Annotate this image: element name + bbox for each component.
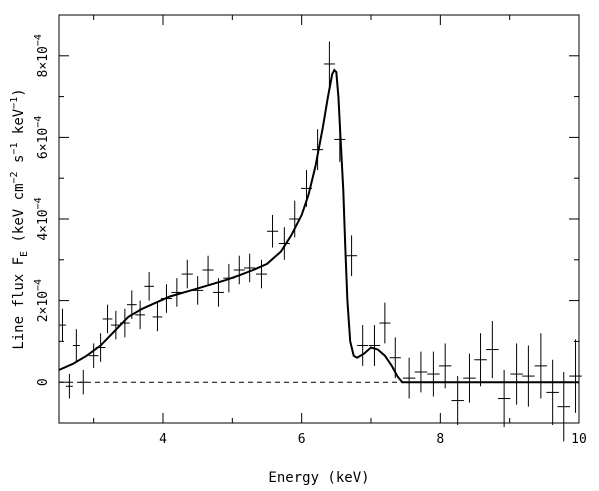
data-point — [102, 304, 113, 334]
x-tick-label: 10 — [571, 432, 587, 447]
y-tick-exponent: −4 — [33, 116, 44, 128]
data-point — [427, 351, 440, 397]
data-point — [497, 369, 511, 428]
data-point — [111, 310, 121, 340]
data-point — [334, 117, 346, 162]
data-point — [534, 333, 548, 399]
data-point — [144, 272, 154, 301]
y-tick-label: 6×10−4 — [33, 116, 51, 159]
y-axis-title-mid1: s — [11, 155, 27, 172]
data-point — [171, 278, 183, 307]
data-point — [212, 278, 225, 307]
x-tick-label: 8 — [436, 432, 444, 447]
data-point — [278, 227, 290, 260]
data-point — [202, 255, 214, 285]
data-layer — [58, 41, 582, 442]
data-point — [192, 276, 204, 305]
y-axis-title-subscript: E — [19, 251, 30, 257]
data-point — [65, 374, 73, 399]
data-point — [95, 333, 106, 362]
data-point — [346, 235, 358, 277]
data-point — [152, 302, 163, 332]
data-point — [569, 339, 582, 413]
data-point — [120, 308, 130, 338]
data-point — [522, 345, 535, 407]
data-point — [510, 343, 523, 405]
y-axis-title-exp1: −2 — [9, 171, 20, 183]
y-tick-mantissa: 8×10 — [36, 46, 51, 77]
data-point — [79, 369, 87, 395]
data-point — [135, 300, 145, 330]
data-point — [463, 353, 476, 403]
data-point — [357, 325, 369, 366]
data-point — [486, 321, 499, 379]
y-tick-exponent: −4 — [33, 279, 44, 291]
model-curve — [58, 68, 579, 384]
y-axis-title-prefix: Line flux F — [11, 257, 27, 350]
data-point — [233, 255, 245, 285]
y-tick-label: 8×10−4 — [33, 34, 51, 77]
y-tick-mantissa: 0 — [36, 378, 51, 386]
y-tick-mantissa: 6×10 — [36, 128, 51, 159]
data-point — [300, 170, 313, 207]
data-point — [267, 214, 279, 248]
data-point — [379, 302, 391, 344]
data-point — [244, 253, 256, 283]
y-axis-title-units-open: (keV cm — [11, 183, 27, 250]
x-tick-label: 4 — [159, 432, 167, 447]
y-axis-title-units-close: ) — [11, 88, 27, 96]
data-point — [223, 263, 235, 293]
y-axis-title: Line flux FE (keV cm−2 s−1 keV−1) — [9, 88, 30, 349]
data-point — [451, 376, 464, 426]
x-axis-title: Energy (keV) — [268, 470, 369, 486]
y-axis-title-mid2: keV — [11, 108, 27, 142]
data-point — [289, 200, 301, 238]
data-point — [557, 372, 570, 442]
y-tick-mantissa: 2×10 — [36, 291, 51, 322]
data-point — [255, 259, 267, 289]
data-point — [72, 329, 80, 362]
data-point — [312, 129, 324, 171]
y-tick-label: 4×10−4 — [33, 197, 51, 240]
data-point — [368, 325, 381, 366]
data-point — [414, 351, 428, 393]
data-point — [389, 337, 401, 379]
y-axis-title-exp3: −1 — [9, 97, 20, 109]
plot-frame — [58, 14, 580, 424]
y-axis-title-exp2: −1 — [9, 143, 20, 155]
data-point — [323, 41, 335, 87]
data-point — [181, 259, 193, 289]
data-point — [438, 343, 452, 389]
x-tick-label: 6 — [298, 432, 306, 447]
y-tick-label: 2×10−4 — [33, 279, 51, 322]
data-point — [474, 333, 487, 387]
data-point — [402, 357, 416, 399]
data-point — [59, 308, 66, 342]
y-tick-exponent: −4 — [33, 34, 44, 46]
y-tick-exponent: −4 — [33, 197, 44, 209]
ticks-layer — [59, 15, 580, 423]
data-point — [160, 284, 173, 313]
data-point — [88, 343, 99, 368]
data-point — [546, 359, 559, 426]
data-point — [126, 290, 137, 319]
y-tick-label: 0 — [36, 378, 51, 386]
y-tick-mantissa: 4×10 — [36, 209, 51, 240]
